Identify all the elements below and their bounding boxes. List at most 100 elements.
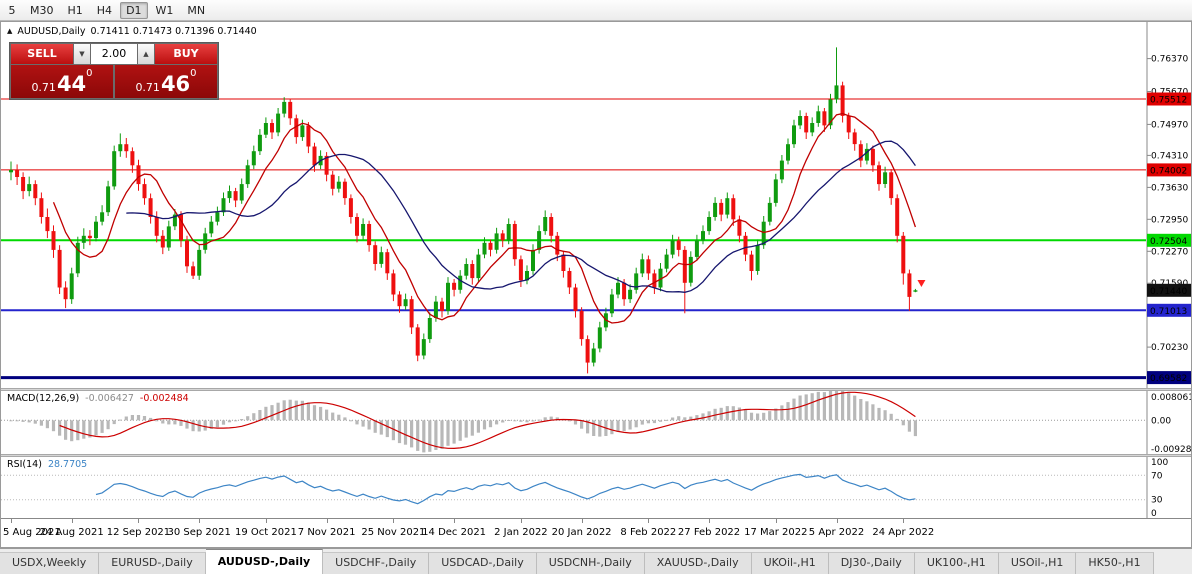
date-axis-label: 25 Nov 2021 — [361, 527, 426, 538]
tab-dj30-daily[interactable]: DJ30-,Daily — [828, 552, 915, 574]
candles — [9, 47, 918, 374]
date-axis[interactable]: 5 Aug 2021 24 Aug 2021 12 Sep 2021 30 Sep 2… — [1, 518, 1191, 547]
svg-text:0.70230: 0.70230 — [1151, 343, 1188, 353]
date-tick — [775, 519, 777, 523]
sell-price-prefix: 0.71 — [31, 81, 56, 94]
one-click-controls-row: SELL ▼ 2.00 ▲ BUY — [11, 44, 217, 64]
tab-hk50-h1[interactable]: HK50-,H1 — [1076, 552, 1154, 574]
svg-text:0.00: 0.00 — [1151, 416, 1171, 426]
buy-button[interactable]: BUY — [155, 44, 217, 64]
sell-price-pip-digit: 0 — [86, 68, 93, 79]
chart-tabs-bar: USDX,Weekly EURUSD-,Daily AUDUSD-,Daily … — [0, 548, 1192, 574]
tab-usdx-weekly[interactable]: USDX,Weekly — [0, 552, 100, 574]
panel-resize-divider[interactable] — [1, 454, 1191, 457]
rsi-name: RSI(14) — [7, 459, 42, 470]
date-tick — [903, 519, 905, 523]
date-tick — [454, 519, 456, 523]
date-tick — [648, 519, 650, 523]
price-badge — [1147, 303, 1191, 317]
macd-name: MACD(12,26,9) — [7, 393, 80, 404]
svg-text:70: 70 — [1151, 471, 1163, 481]
timeframe-button-h1[interactable]: H1 — [67, 3, 83, 17]
price-chart-canvas[interactable]: 0.763700.756700.749700.743100.736300.729… — [1, 22, 1191, 388]
buy-price-display[interactable]: 0.71 46 0 — [115, 65, 217, 98]
rsi-panel: 100 70 30 0 RSI(14) 28.7705 — [1, 457, 1191, 518]
svg-text:0.74310: 0.74310 — [1151, 151, 1188, 161]
timeframe-button-h4[interactable]: H4 — [96, 3, 113, 17]
svg-text:0.73630: 0.73630 — [1151, 183, 1188, 193]
date-axis-label: 24 Aug 2021 — [39, 527, 104, 538]
rsi-value: 28.7705 — [47, 459, 88, 470]
date-axis-label: 19 Oct 2021 — [235, 527, 297, 538]
price-badge — [1147, 371, 1191, 385]
trade-arrow-icon — [917, 280, 926, 288]
macd-main-value: -0.006427 — [85, 393, 134, 404]
timeframe-button-5[interactable]: 5 — [8, 3, 16, 17]
timeframe-button-mn[interactable]: MN — [187, 3, 206, 17]
rsi-chart-canvas[interactable]: 100 70 30 0 — [1, 457, 1191, 518]
svg-text:0.008061: 0.008061 — [1151, 393, 1191, 403]
svg-text:0.71013: 0.71013 — [1150, 307, 1187, 317]
date-tick — [520, 519, 522, 523]
macd-panel: 0.008061 0.00 -0.00928 MACD(12,26,9) -0.00… — [1, 391, 1191, 454]
macd-label: MACD(12,26,9) -0.006427 -0.002484 — [7, 393, 189, 404]
chart-ohlc-values: 0.71411 0.71473 0.71396 0.71440 — [90, 26, 257, 37]
date-axis-label: 17 Mar 2022 — [744, 527, 808, 538]
date-axis-label: 30 Sep 2021 — [167, 527, 231, 538]
svg-text:0.74002: 0.74002 — [1150, 166, 1187, 176]
timeframe-button-m30[interactable]: M30 — [30, 3, 54, 17]
rsi-line — [95, 473, 916, 505]
sell-button[interactable]: SELL — [11, 44, 73, 64]
macd-histogram — [9, 391, 917, 453]
svg-text:0.72270: 0.72270 — [1151, 247, 1188, 257]
macd-chart-canvas[interactable]: 0.008061 0.00 -0.00928 — [1, 391, 1191, 454]
tab-usdchf-daily[interactable]: USDCHF-,Daily — [323, 552, 430, 574]
one-click-trading-widget: SELL ▼ 2.00 ▲ BUY 0.71 44 0 0.71 46 0 — [9, 42, 219, 100]
volume-decrease-button[interactable]: ▼ — [74, 44, 90, 64]
date-axis-label: 27 Feb 2022 — [677, 527, 741, 538]
price-badge — [1147, 283, 1191, 297]
horizontal-lines[interactable] — [1, 98, 1146, 380]
collapse-chart-icon[interactable]: ▲ — [7, 27, 13, 35]
tab-usdcnh-daily[interactable]: USDCNH-,Daily — [536, 552, 645, 574]
tab-usdcad-daily[interactable]: USDCAD-,Daily — [429, 552, 537, 574]
buy-price-prefix: 0.71 — [135, 81, 160, 94]
tab-uk100-h1[interactable]: UK100-,H1 — [914, 552, 999, 574]
macd-signal-value: -0.002484 — [139, 393, 189, 404]
chart-title: ▲ AUDUSD,Daily 0.71411 0.71473 0.71396 0… — [7, 26, 257, 37]
svg-text:-0.00928: -0.00928 — [1151, 445, 1191, 454]
tab-ukoil-h1[interactable]: UKOil-,H1 — [751, 552, 829, 574]
timeframe-button-w1[interactable]: W1 — [155, 3, 174, 17]
date-tick — [581, 519, 583, 523]
price-badge — [1147, 92, 1191, 106]
date-axis-label: 7 Nov 2021 — [297, 527, 356, 538]
date-axis-label: 8 Feb 2022 — [620, 527, 677, 538]
sell-price-big-digits: 44 — [56, 72, 87, 96]
svg-text:0.76370: 0.76370 — [1151, 55, 1188, 65]
svg-text:0.72950: 0.72950 — [1151, 215, 1188, 225]
chart-window: 0.763700.756700.749700.743100.736300.729… — [0, 21, 1192, 548]
volume-input[interactable]: 2.00 — [91, 44, 137, 64]
date-axis-label: 5 Apr 2022 — [808, 527, 865, 538]
tab-usoil-h1[interactable]: USOil-,H1 — [998, 552, 1077, 574]
svg-text:30: 30 — [1151, 496, 1163, 506]
svg-text:0.69582: 0.69582 — [1150, 374, 1187, 384]
sell-price-display[interactable]: 0.71 44 0 — [11, 65, 113, 98]
moving-average-lines — [52, 112, 917, 324]
price-axis: 0.763700.756700.749700.743100.736300.729… — [1146, 22, 1191, 388]
price-badge — [1147, 233, 1191, 247]
tab-audusd-daily[interactable]: AUDUSD-,Daily — [205, 549, 324, 574]
tab-xauusd-daily[interactable]: XAUUSD-,Daily — [644, 552, 752, 574]
date-axis-label: 5 Aug 2021 — [3, 527, 61, 538]
date-tick — [326, 519, 328, 523]
one-click-prices-row: 0.71 44 0 0.71 46 0 — [11, 65, 217, 98]
date-tick — [393, 519, 395, 523]
buy-price-big-digits: 46 — [160, 72, 191, 96]
date-axis-label: 12 Sep 2021 — [106, 527, 171, 538]
panel-resize-divider[interactable] — [1, 388, 1191, 391]
rsi-label: RSI(14) 28.7705 — [7, 459, 87, 470]
volume-increase-button[interactable]: ▲ — [138, 44, 154, 64]
timeframe-button-d1[interactable]: D1 — [120, 1, 148, 19]
macd-signal-line — [59, 391, 916, 450]
tab-eurusd-daily[interactable]: EURUSD-,Daily — [99, 552, 206, 574]
